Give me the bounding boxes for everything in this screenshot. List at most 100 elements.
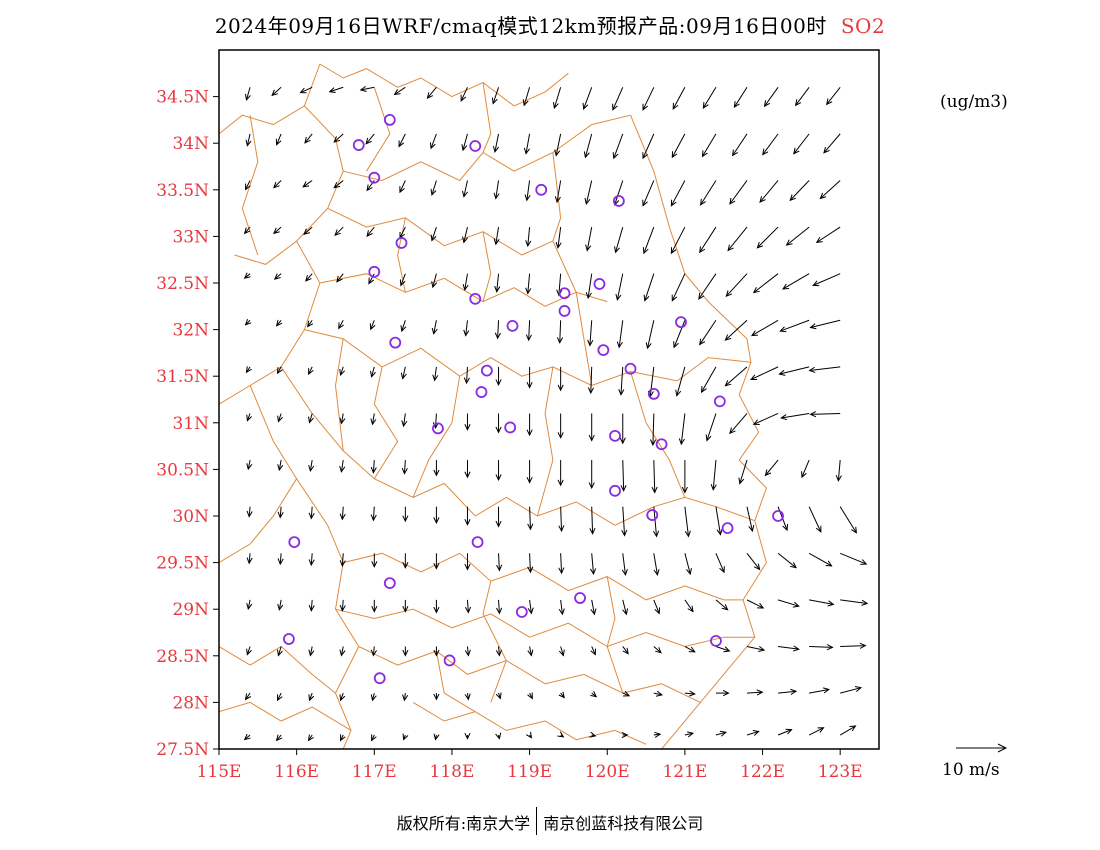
wind-vector xyxy=(725,273,748,298)
vector-shaft xyxy=(670,180,686,206)
vector-head xyxy=(558,567,565,575)
wind-vector xyxy=(557,366,564,392)
wind-vector xyxy=(733,87,748,109)
vector-head xyxy=(370,514,377,522)
vector-shaft xyxy=(303,226,313,235)
vector-shaft xyxy=(333,133,344,143)
vector-head xyxy=(370,694,377,702)
vector-shaft xyxy=(762,133,779,155)
vector-head xyxy=(558,525,565,533)
vector-shaft xyxy=(715,553,725,573)
vector-head xyxy=(835,474,842,482)
vector-head xyxy=(527,692,533,700)
vector-head xyxy=(339,649,346,657)
lon-tick-label: 121E xyxy=(662,762,707,782)
wind-vector xyxy=(277,506,284,519)
vector-head xyxy=(642,199,648,207)
wind-vector xyxy=(587,366,595,395)
wind-vector xyxy=(245,133,252,147)
vector-head xyxy=(750,330,758,337)
vector-shaft xyxy=(279,506,282,518)
vector-head xyxy=(584,197,591,206)
vector-shaft xyxy=(248,553,251,564)
wind-vector xyxy=(642,226,655,255)
vector-head xyxy=(589,731,597,738)
vector-head xyxy=(655,647,662,654)
wind-vector xyxy=(402,646,409,657)
vector-shaft xyxy=(746,599,764,609)
vector-shaft xyxy=(430,133,437,149)
vector-shaft xyxy=(277,366,282,374)
vector-shaft xyxy=(779,366,810,375)
vector-shaft xyxy=(338,320,344,329)
wind-vector xyxy=(401,413,408,428)
wind-vector xyxy=(244,692,252,701)
vector-head xyxy=(686,567,692,576)
vector-head xyxy=(495,379,502,387)
wind-vector xyxy=(621,553,628,577)
vector-head xyxy=(615,293,622,301)
vector-shaft xyxy=(653,646,662,654)
vector-shaft xyxy=(496,273,500,292)
vector-shaft xyxy=(432,273,437,288)
vector-head xyxy=(527,607,534,615)
wind-vector xyxy=(433,693,440,701)
wind-vector xyxy=(684,599,694,613)
vector-shaft xyxy=(699,320,717,345)
vector-head xyxy=(339,368,346,377)
vector-shaft xyxy=(746,691,763,694)
wind-vector xyxy=(430,226,437,242)
vector-head xyxy=(790,562,797,569)
wind-vector xyxy=(525,273,532,295)
wind-vector xyxy=(464,693,471,701)
wind-vector xyxy=(618,366,625,396)
vector-shaft xyxy=(276,319,282,327)
vector-head xyxy=(525,240,532,248)
vector-shaft xyxy=(340,646,344,656)
wind-vector xyxy=(840,599,869,606)
boundary-line xyxy=(219,701,352,731)
vector-head xyxy=(273,227,280,235)
vector-head xyxy=(752,286,760,294)
vector-shaft xyxy=(729,180,748,205)
vector-shaft xyxy=(273,180,282,189)
wind-vector xyxy=(777,552,797,569)
wind-vector xyxy=(585,226,593,252)
wind-vector xyxy=(670,226,686,255)
vector-shaft xyxy=(777,729,792,736)
vector-shaft xyxy=(403,693,406,701)
wind-vector xyxy=(752,273,779,294)
vector-shaft xyxy=(801,459,810,478)
vector-head xyxy=(462,236,469,244)
wind-vector xyxy=(307,319,314,328)
vector-shaft xyxy=(746,506,753,532)
vector-head xyxy=(687,731,695,738)
vector-shaft xyxy=(246,133,251,146)
wind-vector xyxy=(371,553,378,568)
wind-vector xyxy=(715,730,727,737)
vector-shaft xyxy=(464,273,468,290)
vector-head xyxy=(621,569,628,577)
vector-head xyxy=(792,601,800,608)
wind-vector xyxy=(729,180,748,205)
vector-shaft xyxy=(649,366,655,397)
boundary-line xyxy=(358,646,701,703)
station-marker xyxy=(646,509,659,521)
wind-vector xyxy=(433,506,440,525)
station-marker xyxy=(612,195,625,207)
wind-vector xyxy=(334,226,344,236)
vector-shaft xyxy=(246,413,251,421)
vector-shaft xyxy=(732,133,748,156)
wind-vector xyxy=(302,180,313,188)
vector-shaft xyxy=(310,599,313,611)
vector-head xyxy=(780,414,788,421)
vector-shaft xyxy=(340,366,344,376)
wind-vector xyxy=(491,87,500,105)
wind-vector xyxy=(246,599,253,611)
wind-vector xyxy=(400,320,407,333)
vector-head xyxy=(463,329,470,337)
vector-head xyxy=(246,510,253,518)
vector-shaft xyxy=(739,459,748,484)
vector-shaft xyxy=(715,731,726,736)
vector-shaft xyxy=(244,273,251,279)
